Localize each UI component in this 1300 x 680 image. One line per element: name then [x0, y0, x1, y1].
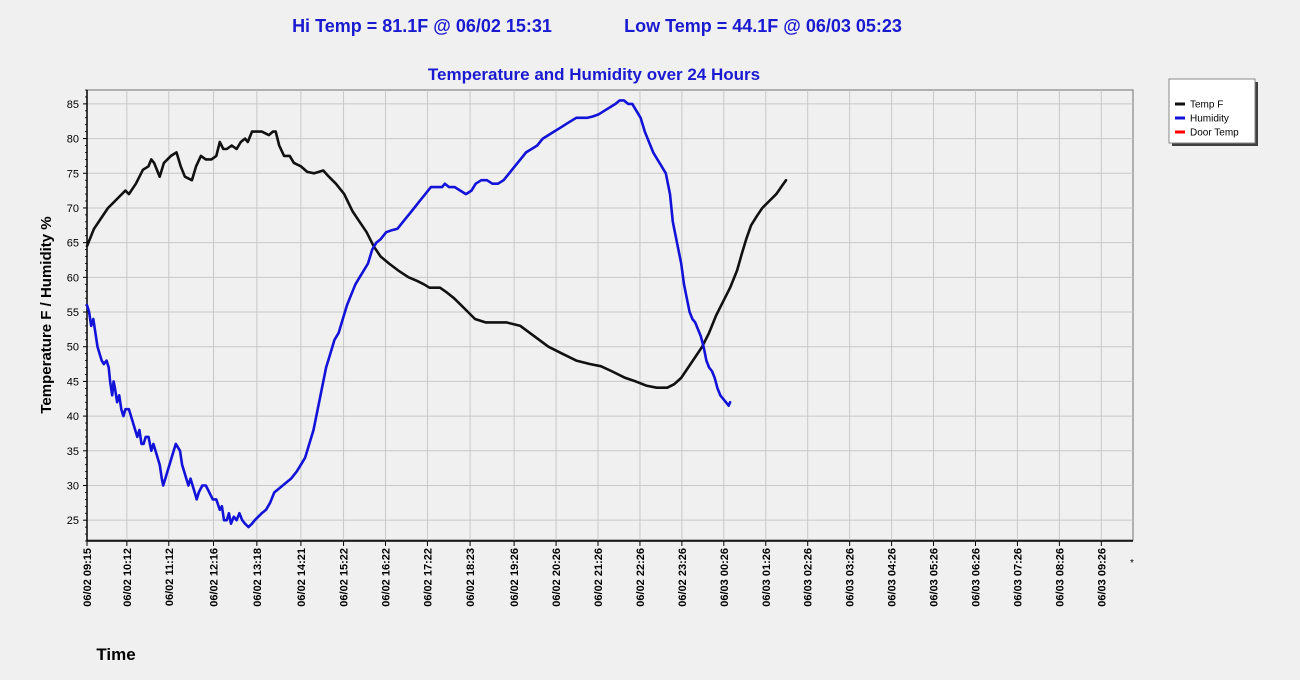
x-tick-label: 06/02 16:22: [380, 548, 392, 607]
y-tick-label: 35: [67, 446, 79, 458]
y-tick-label: 65: [67, 238, 79, 250]
x-tick-label: 06/02 19:26: [509, 548, 521, 607]
x-tick-label: 06/03 05:26: [929, 548, 941, 607]
low-temp-label: Low Temp = 44.1F @ 06/03 05:23: [624, 16, 902, 36]
y-tick-label: 55: [67, 307, 79, 319]
temp-f-series-line: [85, 130, 788, 389]
door-temp-legend-label: Door Temp: [1190, 128, 1239, 139]
y-tick-label: 70: [67, 203, 79, 215]
x-tick-label: 06/03 02:26: [803, 548, 815, 607]
x-tick-label: 06/03 00:26: [719, 548, 731, 607]
x-tick-label: 06/02 23:26: [677, 548, 689, 607]
x-tick-label: 06/03 07:26: [1012, 548, 1024, 607]
y-tick-label: 75: [67, 168, 79, 180]
x-tick-label: 06/02 13:18: [252, 548, 264, 607]
temp-f-legend-label: Temp F: [1190, 100, 1223, 111]
x-tick-label: 06/03 06:26: [970, 548, 982, 607]
x-axis-ticks: 06/02 09:15 06/02 10:12 06/02 11:12 06/02 1…: [82, 541, 1108, 607]
x-tick-label: 06/02 21:26: [593, 548, 605, 607]
x-tick-label: 06/02 20:26: [551, 548, 563, 607]
legend-items: Temp F Humidity Door Temp: [1175, 100, 1239, 139]
hi-temp-label: Hi Temp = 81.1F @ 06/02 15:31: [292, 16, 552, 36]
chart-title: Temperature and Humidity over 24 Hours: [428, 65, 760, 84]
corner-asterisk: *: [1130, 558, 1134, 569]
x-tick-label: 06/03 01:26: [761, 548, 773, 607]
x-tick-label: 06/02 12:16: [209, 548, 221, 607]
x-axis-title: Time: [96, 645, 135, 664]
series-layer: [85, 99, 788, 529]
x-tick-label: 06/02 14:21: [296, 548, 308, 607]
plot-area: [86, 89, 1134, 541]
y-axis-title: Temperature F / Humidity %: [38, 216, 55, 413]
y-tick-label: 50: [67, 342, 79, 354]
x-tick-label: 06/03 03:26: [845, 548, 857, 607]
y-tick-label: 80: [67, 134, 79, 146]
x-tick-label: 06/02 17:22: [422, 548, 434, 607]
x-tick-label: 06/02 18:23: [465, 548, 477, 607]
x-tick-label: 06/02 22:26: [635, 548, 647, 607]
y-tick-label: 85: [67, 99, 79, 111]
legend: Temp F Humidity Door Temp: [1168, 78, 1258, 146]
y-tick-label: 25: [67, 515, 79, 527]
y-tick-label: 40: [67, 411, 79, 423]
y-tick-label: 30: [67, 480, 79, 492]
x-tick-label: 06/02 09:15: [82, 548, 94, 607]
x-tick-label: 06/03 08:26: [1054, 548, 1066, 607]
y-tick-label: 60: [67, 272, 79, 284]
x-tick-label: 06/02 11:12: [164, 548, 176, 606]
x-tick-label: 06/03 04:26: [887, 548, 899, 607]
humidity-series-line: [85, 99, 732, 529]
x-tick-label: 06/02 10:12: [122, 548, 134, 607]
x-tick-label: 06/03 09:26: [1096, 548, 1108, 607]
y-axis-ticks: 25 30 35 40 45 50 55 60 65 70 75 80 85: [67, 89, 87, 542]
humidity-legend-label: Humidity: [1190, 114, 1229, 125]
y-tick-label: 45: [67, 376, 79, 388]
x-tick-label: 06/02 15:22: [339, 548, 351, 607]
